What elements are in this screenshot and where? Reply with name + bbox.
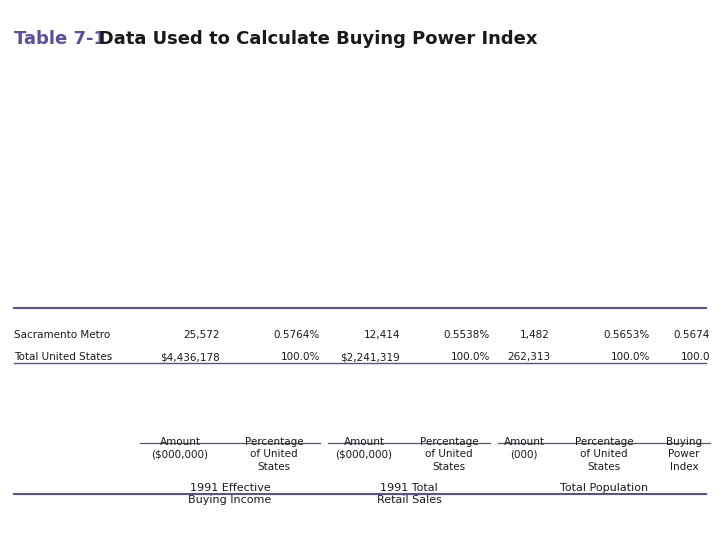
Text: Total Population: Total Population bbox=[560, 483, 648, 493]
Text: 12,414: 12,414 bbox=[364, 330, 400, 340]
Text: Sacramento Metro: Sacramento Metro bbox=[14, 330, 110, 340]
Text: Percentage
of United
States: Percentage of United States bbox=[245, 437, 303, 472]
Text: Percentage
of United
States: Percentage of United States bbox=[420, 437, 478, 472]
Text: Data Used to Calculate Buying Power Index: Data Used to Calculate Buying Power Inde… bbox=[80, 30, 538, 48]
Text: 100.0%: 100.0% bbox=[611, 352, 650, 362]
Text: 1991 Effective
Buying Income: 1991 Effective Buying Income bbox=[189, 483, 271, 505]
Text: 100.0%: 100.0% bbox=[281, 352, 320, 362]
Text: 100.0%: 100.0% bbox=[451, 352, 490, 362]
Text: 100.0: 100.0 bbox=[680, 352, 710, 362]
Text: Percentage
of United
States: Percentage of United States bbox=[575, 437, 634, 472]
Text: 0.5538%: 0.5538% bbox=[444, 330, 490, 340]
Text: Table 7-1: Table 7-1 bbox=[14, 30, 106, 48]
Text: $2,241,319: $2,241,319 bbox=[341, 352, 400, 362]
Text: 1991 Total
Retail Sales: 1991 Total Retail Sales bbox=[377, 483, 441, 505]
Text: 25,572: 25,572 bbox=[184, 330, 220, 340]
Text: Buying
Power
Index: Buying Power Index bbox=[666, 437, 702, 472]
Text: 0.5653%: 0.5653% bbox=[604, 330, 650, 340]
Text: 0.5674: 0.5674 bbox=[674, 330, 710, 340]
Text: $4,436,178: $4,436,178 bbox=[161, 352, 220, 362]
Text: Amount
(000): Amount (000) bbox=[503, 437, 544, 460]
Text: Amount
($000,000): Amount ($000,000) bbox=[151, 437, 209, 460]
Text: 1,482: 1,482 bbox=[520, 330, 550, 340]
Text: 0.5764%: 0.5764% bbox=[274, 330, 320, 340]
Text: Amount
($000,000): Amount ($000,000) bbox=[336, 437, 392, 460]
Text: Total United States: Total United States bbox=[14, 352, 112, 362]
Text: 262,313: 262,313 bbox=[507, 352, 550, 362]
